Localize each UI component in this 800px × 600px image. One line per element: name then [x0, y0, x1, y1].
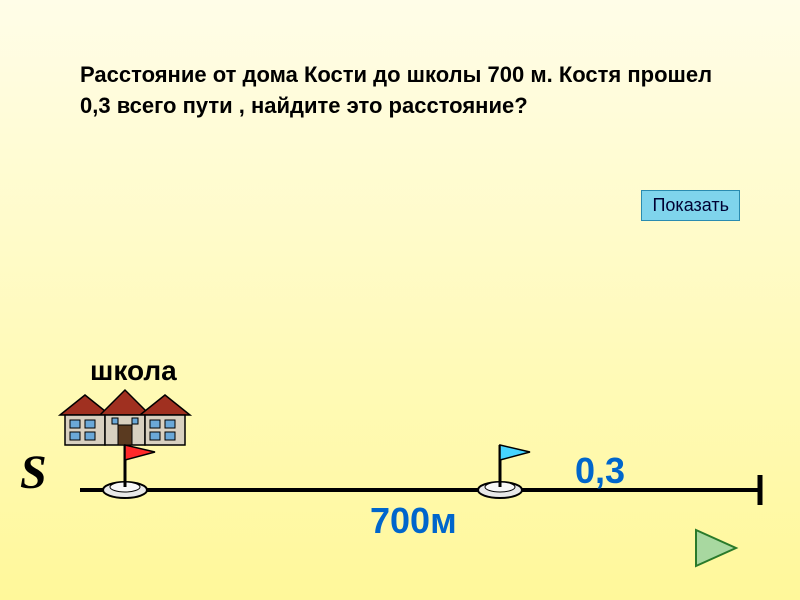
fraction-value: 0,3	[575, 450, 625, 492]
total-distance: 700м	[370, 500, 457, 542]
play-button[interactable]	[692, 526, 740, 570]
show-button[interactable]: Показать	[641, 190, 740, 221]
s-label: S	[20, 445, 47, 500]
flag-start-icon	[103, 445, 155, 498]
flag-progress-icon	[478, 445, 530, 498]
problem-text: Расстояние от дома Кости до школы 700 м.…	[80, 60, 720, 122]
